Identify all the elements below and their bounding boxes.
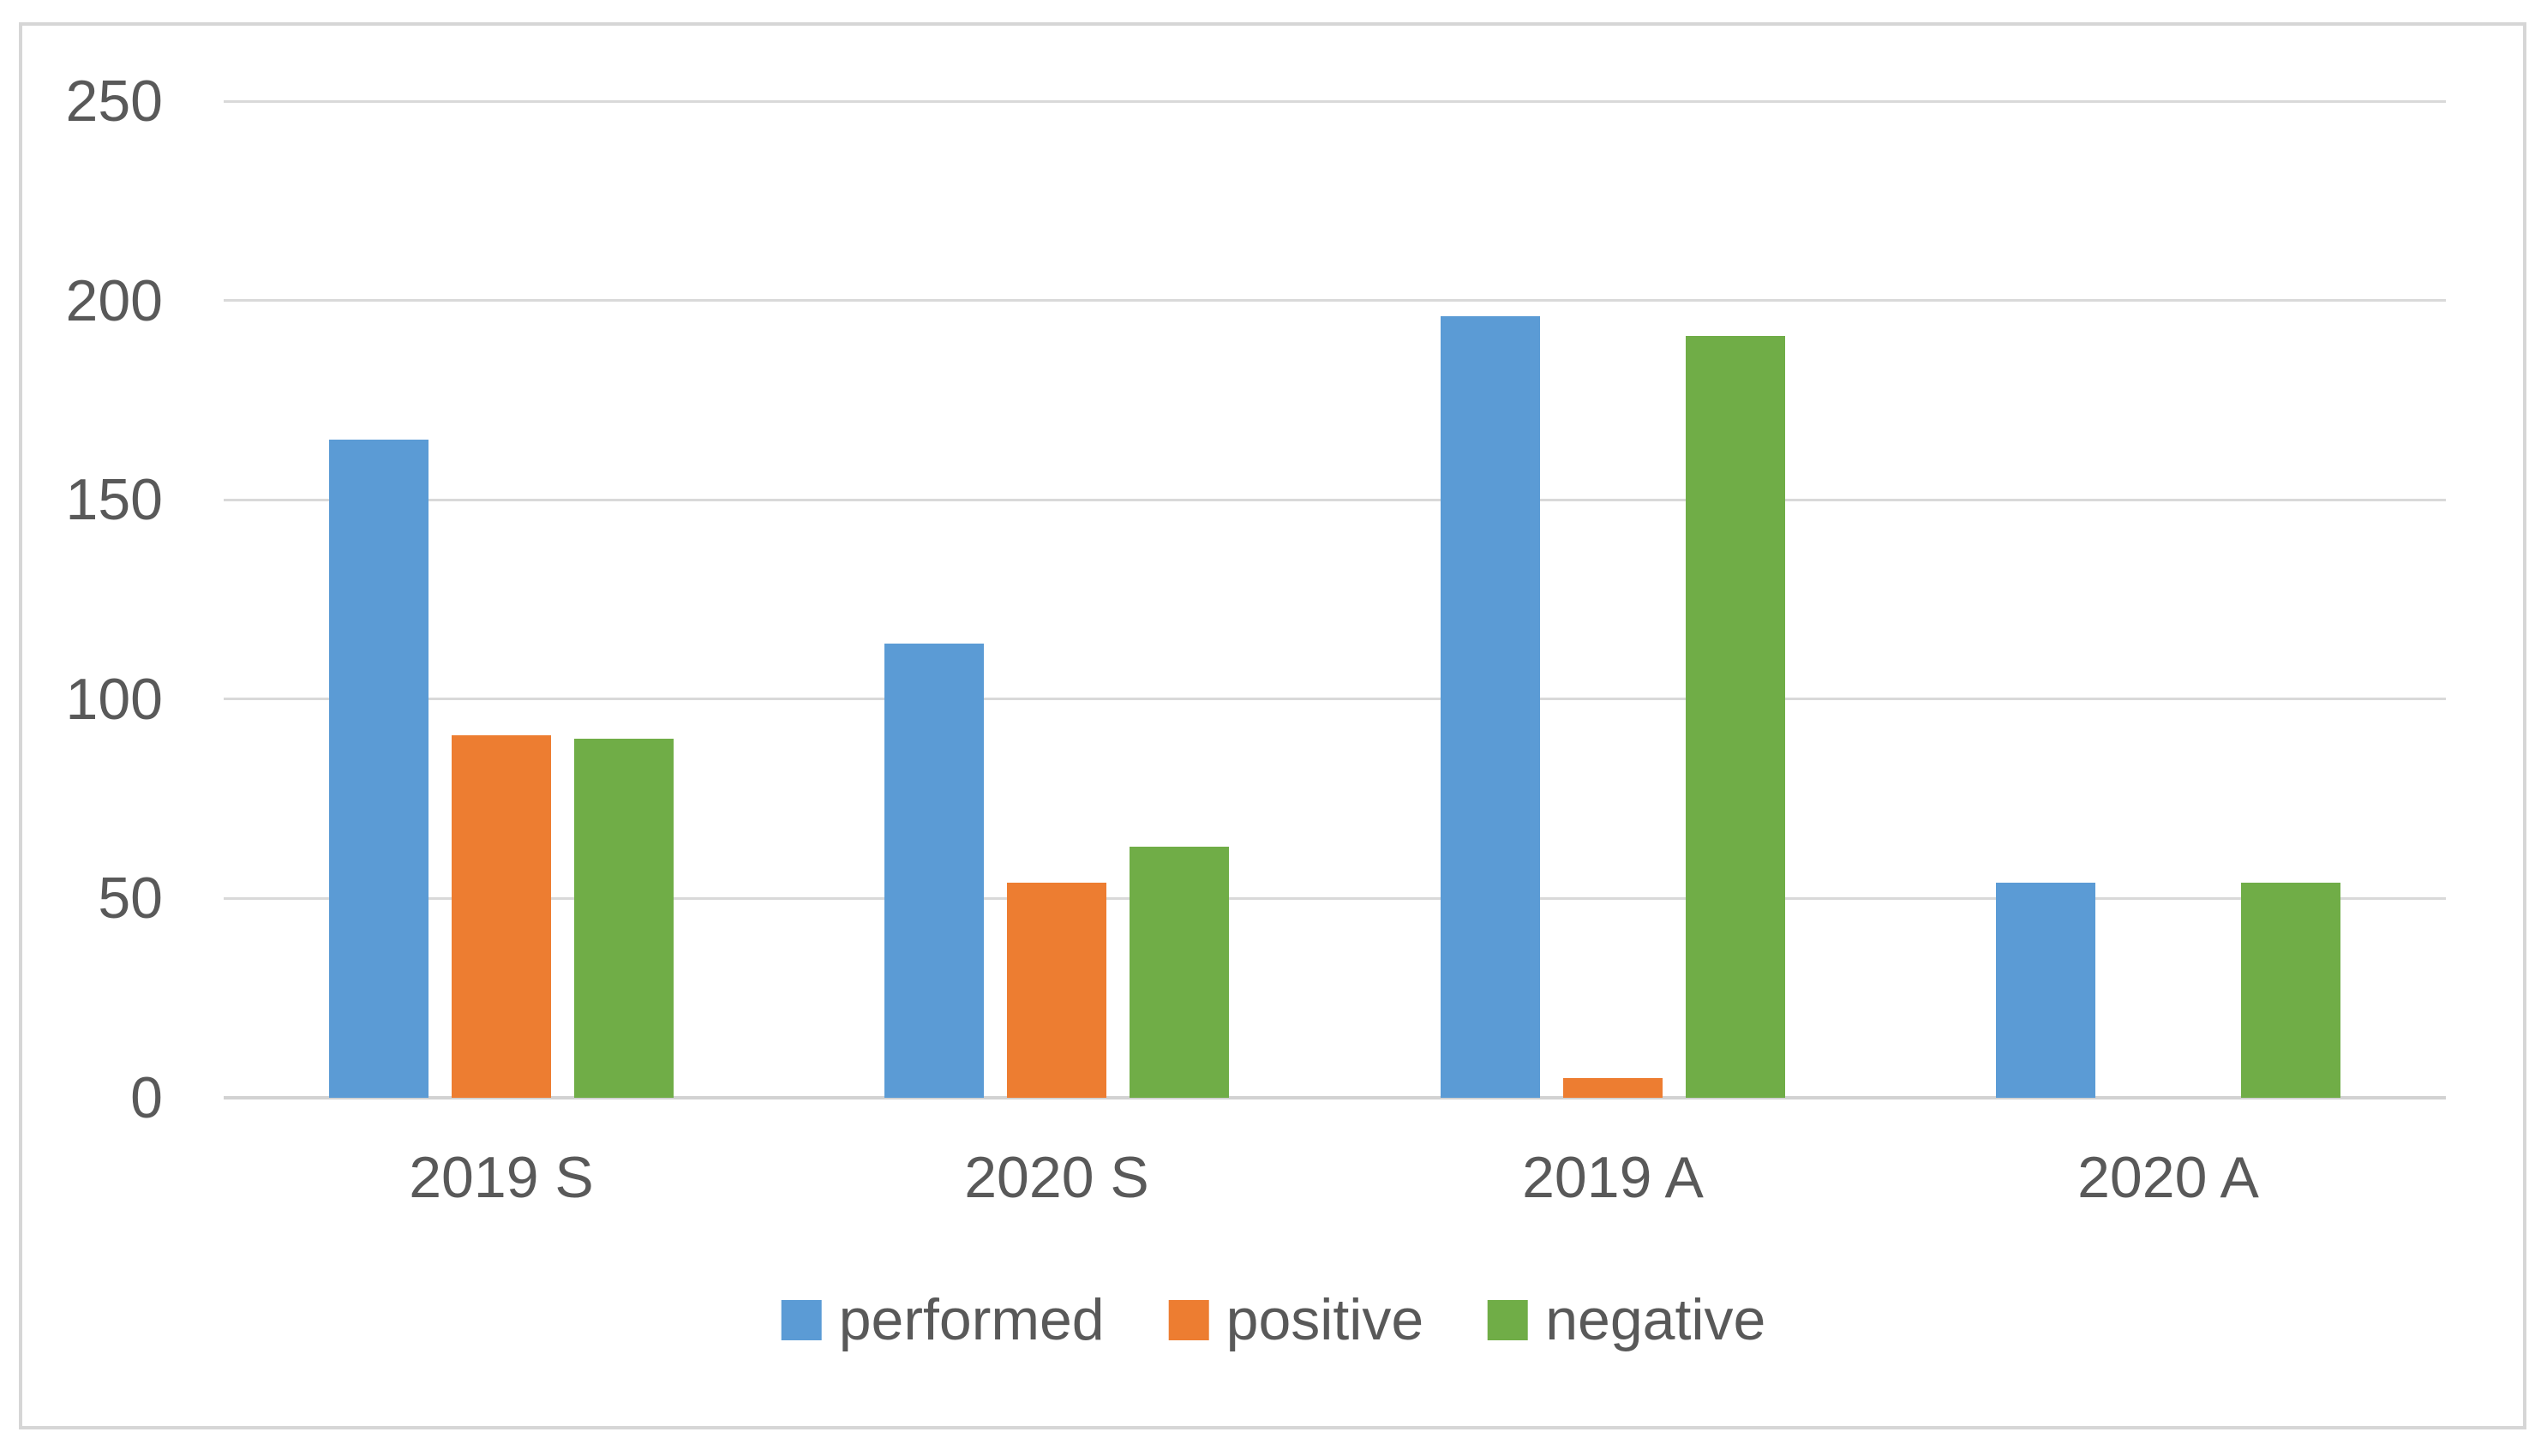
bar-performed-2019-A bbox=[1441, 316, 1540, 1098]
bar-negative-2020-S bbox=[1130, 847, 1229, 1098]
legend-label-positive: positive bbox=[1226, 1287, 1424, 1352]
bar-positive-2019-A bbox=[1563, 1078, 1663, 1098]
bar-positive-2019-S bbox=[452, 735, 551, 1098]
x-axis-label-2020-S: 2020 S bbox=[964, 1145, 1149, 1210]
legend-label-negative: negative bbox=[1545, 1287, 1766, 1352]
gridline-y-200 bbox=[224, 299, 2446, 302]
bar-positive-2020-S bbox=[1007, 883, 1106, 1098]
legend-swatch-performed bbox=[781, 1299, 822, 1340]
gridline-y-50 bbox=[224, 897, 2446, 900]
y-tick-label-100: 100 bbox=[65, 667, 163, 732]
x-axis-label-2019-A: 2019 A bbox=[1522, 1145, 1704, 1210]
y-tick-label-150: 150 bbox=[65, 467, 163, 532]
legend-item-performed: performed bbox=[781, 1287, 1105, 1352]
y-tick-label-200: 200 bbox=[65, 268, 163, 333]
chart-legend: performed positive negative bbox=[781, 1287, 1765, 1352]
legend-item-positive: positive bbox=[1168, 1287, 1424, 1352]
chart-frame bbox=[19, 22, 2526, 1429]
legend-label-performed: performed bbox=[838, 1287, 1105, 1352]
x-axis-line bbox=[224, 1096, 2446, 1099]
legend-swatch-negative bbox=[1488, 1299, 1529, 1340]
x-axis-label-2020-A: 2020 A bbox=[2077, 1145, 2259, 1210]
legend-item-negative: negative bbox=[1488, 1291, 1765, 1349]
y-tick-label-250: 250 bbox=[65, 69, 163, 134]
gridline-y-250 bbox=[224, 100, 2446, 103]
y-tick-label-0: 0 bbox=[130, 1065, 163, 1130]
gridline-y-100 bbox=[224, 698, 2446, 700]
gridline-y-150 bbox=[224, 499, 2446, 501]
bar-negative-2019-A bbox=[1686, 336, 1785, 1098]
bar-performed-2020-S bbox=[884, 644, 984, 1098]
bar-performed-2019-S bbox=[329, 440, 428, 1098]
bar-performed-2020-A bbox=[1996, 883, 2095, 1098]
bar-negative-2019-S bbox=[574, 739, 674, 1098]
bar-negative-2020-A bbox=[2241, 883, 2340, 1098]
legend-swatch-positive bbox=[1168, 1299, 1209, 1340]
x-axis-label-2019-S: 2019 S bbox=[409, 1145, 594, 1210]
y-tick-label-50: 50 bbox=[98, 866, 163, 931]
